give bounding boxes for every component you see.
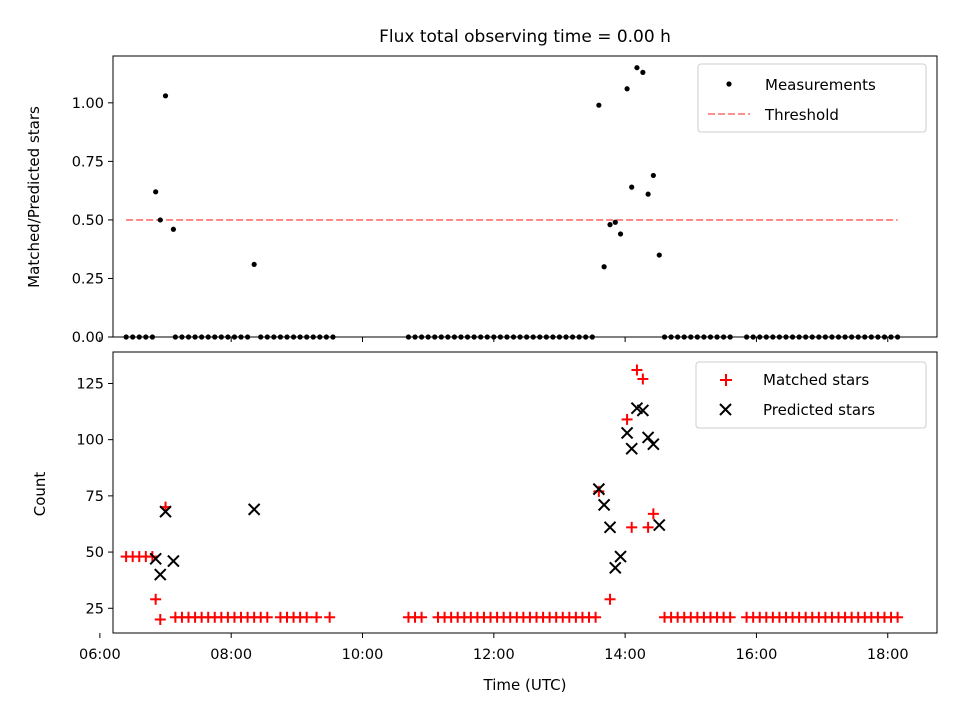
- x-tick-label: 16:00: [736, 647, 778, 663]
- measurement-point: [624, 86, 630, 92]
- predicted-star-marker: [636, 404, 650, 417]
- bottom-axes: 25 50 75 100 125 06:00 08:00 10:00 12:00 14:00 16…: [31, 351, 938, 694]
- top-y-tick-label: 0.50: [72, 213, 104, 229]
- matched-star-marker: [154, 614, 166, 626]
- bottom-y-axis-label: Count: [31, 472, 49, 517]
- bottom-y-tick-label: 100: [76, 433, 104, 449]
- predicted-star-marker: [149, 552, 162, 566]
- top-y-tick-label: 0.25: [72, 271, 104, 287]
- measurement-point: [640, 69, 646, 75]
- top-x-ticks: [99, 337, 889, 342]
- measurement-point: [157, 217, 163, 223]
- matched-star-marker: [647, 508, 659, 520]
- matched-star-marker: [604, 593, 616, 605]
- predicted-star-marker: [653, 518, 666, 532]
- predicted-star-marker: [159, 505, 172, 518]
- top-y-ticks: 0.00 0.25 0.50 0.75 1.00: [72, 96, 113, 346]
- bottom-axes-frame: [112, 351, 938, 634]
- matched-star-marker: [626, 521, 638, 533]
- legend-measurement-marker: [726, 81, 732, 87]
- x-axis-label: Time (UTC): [483, 676, 567, 694]
- matched-star-marker: [590, 611, 602, 623]
- predicted-star-marker: [620, 426, 634, 440]
- measurement-point: [617, 231, 624, 237]
- bottom-y-tick-label: 50: [86, 545, 104, 561]
- matched-star-marker: [892, 611, 904, 623]
- matched-star-marker: [724, 611, 736, 623]
- count-points: [120, 364, 904, 626]
- predicted-star-marker: [603, 521, 617, 534]
- matched-star-marker: [324, 611, 336, 623]
- predicted-star-marker: [592, 482, 606, 496]
- predicted-star-marker: [597, 498, 611, 512]
- top-legend: Measurements Threshold: [697, 63, 927, 133]
- measurement-point: [601, 264, 607, 270]
- measurement-point: [153, 189, 159, 195]
- predicted-star-marker: [609, 561, 622, 575]
- top-axes: 0.00 0.25 0.50 0.75 1.00 Matched/Predicted s…: [25, 55, 938, 346]
- predicted-star-marker: [641, 431, 655, 444]
- legend-predicted-label: Predicted stars: [763, 401, 875, 419]
- x-tick-label: 18:00: [867, 647, 909, 663]
- bottom-x-ticks: 06:00 08:00 10:00 12:00 14:00 16:00 18:00: [79, 633, 909, 663]
- top-y-tick-label: 0.75: [72, 154, 104, 170]
- bottom-y-tick-label: 25: [86, 601, 104, 617]
- matched-star-marker: [416, 611, 428, 623]
- x-tick-label: 14:00: [604, 647, 646, 663]
- predicted-star-marker: [647, 437, 660, 451]
- predicted-star-marker: [154, 568, 167, 581]
- matched-star-marker: [311, 611, 323, 623]
- measurement-point: [251, 261, 257, 268]
- x-tick-label: 06:00: [79, 647, 121, 663]
- measurement-point: [612, 219, 618, 225]
- measurement-point: [650, 172, 656, 179]
- matched-star-marker: [637, 373, 649, 385]
- x-tick-label: 10:00: [342, 647, 384, 663]
- bottom-y-tick-label: 75: [86, 489, 104, 505]
- measurement-point: [607, 222, 613, 228]
- matched-star-marker: [642, 521, 654, 533]
- measurement-point: [162, 93, 169, 99]
- matched-star-marker: [150, 593, 162, 605]
- measurement-point: [629, 184, 635, 190]
- predicted-star-marker: [167, 554, 180, 568]
- x-tick-label: 12:00: [473, 647, 515, 663]
- matched-star-marker: [593, 485, 605, 497]
- top-y-tick-label: 0.00: [72, 330, 104, 346]
- bottom-y-ticks: 25 50 75 100 125: [76, 376, 113, 617]
- bottom-legend: Matched stars Predicted stars: [695, 361, 927, 429]
- legend-matched-marker: [720, 374, 732, 386]
- matched-star-marker: [621, 413, 633, 425]
- measurement-point: [656, 252, 662, 258]
- predicted-star-marker: [614, 550, 627, 563]
- bottom-y-tick-label: 125: [76, 376, 104, 392]
- top-y-axis-label: Matched/Predicted stars: [25, 106, 43, 288]
- measurement-point: [645, 191, 651, 197]
- matched-star-marker: [261, 611, 273, 623]
- legend-threshold-label: Threshold: [764, 106, 839, 124]
- legend-matched-label: Matched stars: [763, 371, 869, 389]
- predicted-star-marker: [625, 442, 638, 455]
- top-y-tick-label: 1.00: [72, 96, 104, 112]
- x-tick-label: 08:00: [210, 647, 252, 663]
- legend-measurements-label: Measurements: [765, 76, 876, 94]
- matched-star-marker: [631, 364, 643, 376]
- legend-predicted-marker: [719, 403, 732, 416]
- measurement-point: [596, 102, 602, 108]
- matched-star-marker: [301, 611, 313, 623]
- predicted-star-marker: [247, 503, 261, 516]
- measurement-point: [634, 65, 640, 71]
- top-axes-frame: [112, 55, 938, 338]
- measurement-point: [170, 226, 177, 232]
- chart-title: Flux total observing time = 0.00 h: [379, 27, 671, 47]
